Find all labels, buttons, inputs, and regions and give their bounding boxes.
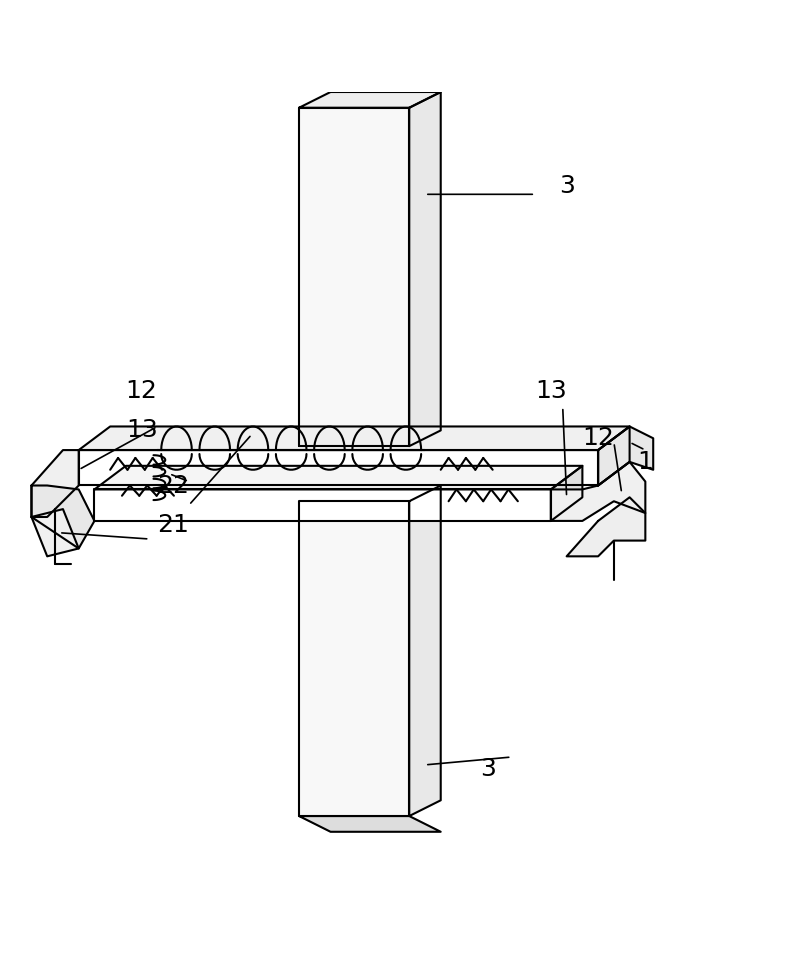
Polygon shape [31,509,79,556]
Polygon shape [551,462,645,520]
Polygon shape [299,108,409,446]
Polygon shape [94,466,582,489]
Polygon shape [79,426,630,451]
Polygon shape [299,92,441,108]
Polygon shape [31,486,94,549]
Polygon shape [299,816,441,832]
Polygon shape [598,426,653,486]
Polygon shape [31,451,79,517]
Polygon shape [79,451,598,486]
Text: 22: 22 [157,474,189,497]
Text: 21: 21 [157,513,189,537]
Text: 3: 3 [480,756,496,781]
Polygon shape [598,426,630,486]
Text: 12: 12 [582,426,614,451]
Polygon shape [299,501,409,816]
Polygon shape [409,92,441,446]
Text: 13: 13 [126,419,157,443]
Polygon shape [567,497,645,556]
Text: 12: 12 [126,379,157,403]
Text: 3: 3 [559,175,575,198]
Polygon shape [94,489,551,520]
Polygon shape [551,466,582,520]
Text: 13: 13 [535,379,567,403]
Text: 1: 1 [637,450,653,474]
Polygon shape [409,486,441,816]
